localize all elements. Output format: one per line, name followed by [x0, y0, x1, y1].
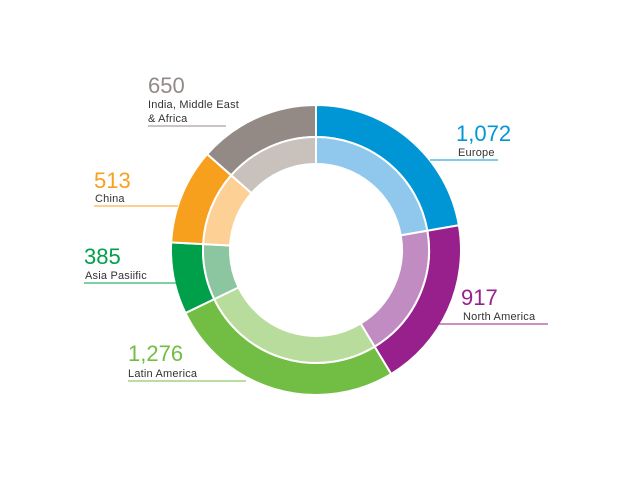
slice-inner-india-middle-east-africa [229, 135, 317, 195]
label-north-america: North America [463, 311, 536, 323]
value-latin-america: 1,276 [128, 341, 183, 366]
callout-india-middle-east-africa: 650 India, Middle East & Africa [148, 73, 239, 127]
callout-china: 513 China [94, 168, 178, 207]
value-north-america: 917 [461, 285, 498, 310]
value-asia-pacific: 385 [84, 244, 121, 269]
callout-north-america: 917 North America [430, 285, 548, 325]
donut-ring [170, 103, 462, 396]
callout-latin-america: 1,276 Latin America [128, 341, 246, 382]
value-india-middle-east-africa: 650 [148, 73, 185, 98]
label-india-middle-east-africa-line-1: India, Middle East [148, 99, 239, 111]
label-europe: Europe [458, 147, 495, 159]
label-latin-america: Latin America [128, 368, 198, 380]
label-asia-pacific: Asia Pasiific [85, 270, 147, 282]
callout-asia-pacific: 385 Asia Pasiific [84, 244, 176, 284]
label-india-middle-east-africa-line-2: & Africa [148, 113, 188, 125]
callout-europe: 1,072 Europe [430, 121, 511, 161]
value-europe: 1,072 [456, 121, 511, 146]
value-china: 513 [94, 168, 131, 193]
label-china: China [95, 193, 125, 205]
